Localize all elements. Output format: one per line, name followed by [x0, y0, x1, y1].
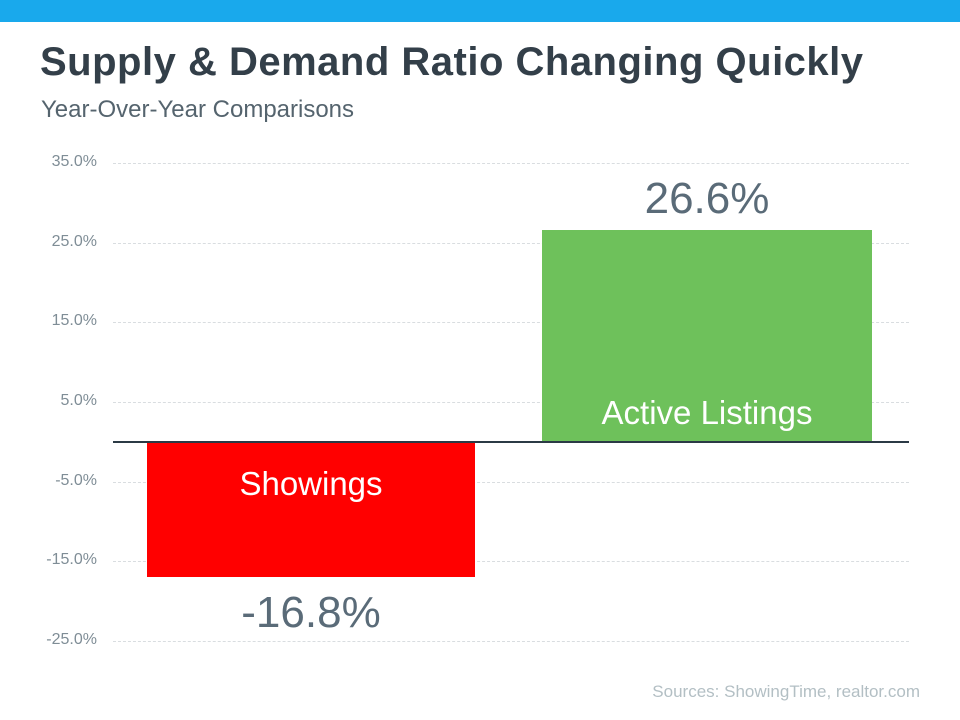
- gridline: [113, 322, 909, 324]
- gridline: [113, 242, 909, 244]
- gridline: [113, 163, 909, 164]
- y-axis-tick-label: 5.0%: [60, 392, 97, 409]
- y-axis-tick-label: -25.0%: [46, 631, 97, 648]
- y-axis-tick-label: 25.0%: [51, 232, 97, 250]
- source-credit: Sources: ShowingTime, realtor.com: [652, 682, 920, 701]
- y-axis-tick-label: 35.0%: [51, 153, 97, 170]
- accent-bar: [0, 0, 960, 22]
- bar-active-listings: Active Listings: [542, 229, 872, 442]
- bar-showings: Showings: [147, 442, 475, 577]
- gridline: [113, 481, 909, 483]
- zero-axis-line: [113, 440, 909, 443]
- gridline: [113, 402, 909, 403]
- y-axis-tick-label: -5.0%: [55, 471, 97, 489]
- bar-value-label: 26.6%: [644, 173, 770, 223]
- bar-value-label: -16.8%: [241, 587, 381, 637]
- gridline: [113, 561, 909, 563]
- chart-subtitle: Year-Over-Year Comparisons: [41, 96, 355, 123]
- y-axis-tick-label: -15.0%: [46, 551, 97, 569]
- chart-title: Supply & Demand Ratio Changing Quickly: [40, 40, 864, 84]
- gridline: [113, 641, 909, 642]
- bar-category-label: Showings: [239, 464, 383, 502]
- bar-category-label: Active Listings: [601, 393, 813, 431]
- bar-chart-plot-area: 35.0% 25.0% 15.0% 5.0% -5.0% -15.0% -25.0% Show…: [46, 153, 909, 648]
- y-axis-tick-label: 15.0%: [51, 312, 97, 330]
